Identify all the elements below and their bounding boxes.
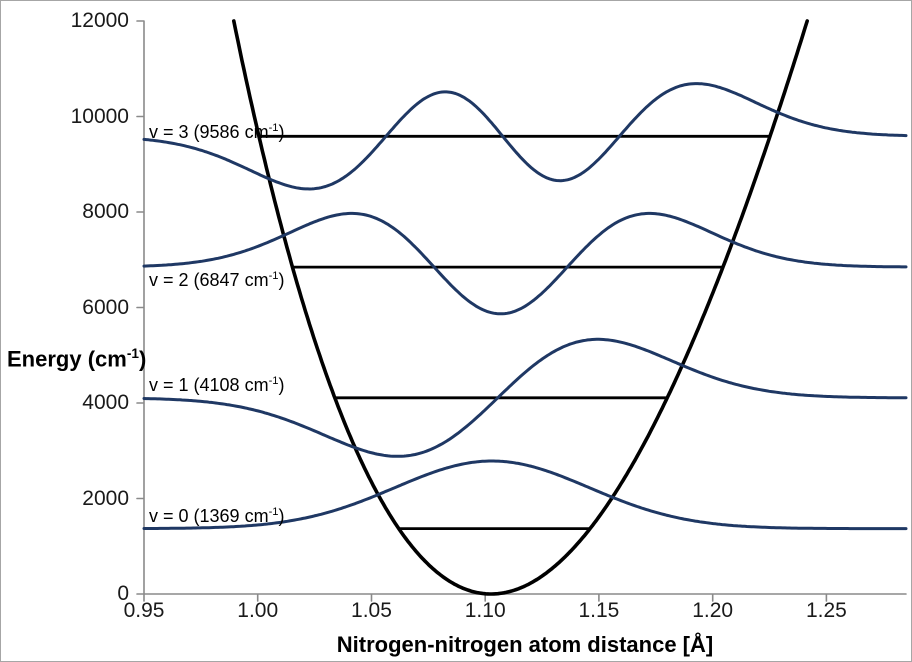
x-tick-label: 1.20 bbox=[692, 599, 734, 622]
level-label-text: v = 2 (6847 cm bbox=[149, 270, 269, 291]
level-label-text: v = 3 (9586 cm bbox=[149, 122, 269, 143]
x-tick-label: 1.10 bbox=[464, 599, 506, 622]
energy-level-label-v1: v = 1 (4108 cm-1) bbox=[149, 375, 284, 396]
x-tick-label: 1.25 bbox=[805, 599, 847, 622]
y-axis-title-suffix: ) bbox=[138, 346, 147, 372]
y-tick-label: 4000 bbox=[82, 391, 129, 414]
x-tick-label: 1.15 bbox=[578, 599, 620, 622]
y-tick-label: 0 bbox=[117, 582, 129, 605]
x-tick-label: 1.05 bbox=[351, 599, 392, 622]
wavefunction-v2 bbox=[142, 211, 908, 316]
level-label-text: -1 bbox=[268, 122, 279, 135]
y-tick-label: 2000 bbox=[82, 486, 129, 510]
energy-level-label-v3: v = 3 (9586 cm-1) bbox=[149, 122, 284, 143]
level-label-text: -1 bbox=[268, 374, 279, 387]
wavefunction-v3 bbox=[142, 82, 908, 191]
level-label-text: v = 1 (4108 cm bbox=[149, 374, 269, 395]
x-tick-label: 1.00 bbox=[237, 599, 279, 622]
wavefunction-v0 bbox=[142, 459, 908, 531]
x-axis-title: Nitrogen-nitrogen atom distance [Å] bbox=[336, 632, 714, 657]
y-tick-label: 10000 bbox=[70, 104, 129, 128]
y-axis-title-text: Energy (cm bbox=[7, 346, 127, 372]
y-axis-title: Energy (cm-1) bbox=[7, 346, 146, 372]
level-label-text: -1 bbox=[268, 270, 279, 283]
energy-level-label-v0: v = 0 (1369 cm-1) bbox=[149, 506, 284, 527]
y-axis-title-superscript: -1 bbox=[126, 346, 139, 361]
level-label-text: ) bbox=[278, 505, 285, 526]
y-tick-label: 8000 bbox=[82, 200, 129, 223]
y-tick-label: 12000 bbox=[70, 9, 129, 32]
level-label-text: v = 0 (1369 cm bbox=[149, 505, 269, 526]
y-tick-label: 6000 bbox=[82, 295, 129, 319]
level-label-text: ) bbox=[278, 122, 285, 143]
level-label-text: ) bbox=[278, 270, 285, 291]
energy-level-label-v2: v = 2 (6847 cm-1) bbox=[149, 270, 284, 291]
wavefunction-v1 bbox=[142, 337, 908, 458]
x-tick-label: 0.95 bbox=[123, 599, 165, 622]
level-label-text: -1 bbox=[268, 505, 279, 518]
axes bbox=[136, 20, 907, 602]
level-label-text: ) bbox=[278, 374, 285, 395]
potential-energy-curve bbox=[232, 19, 809, 596]
